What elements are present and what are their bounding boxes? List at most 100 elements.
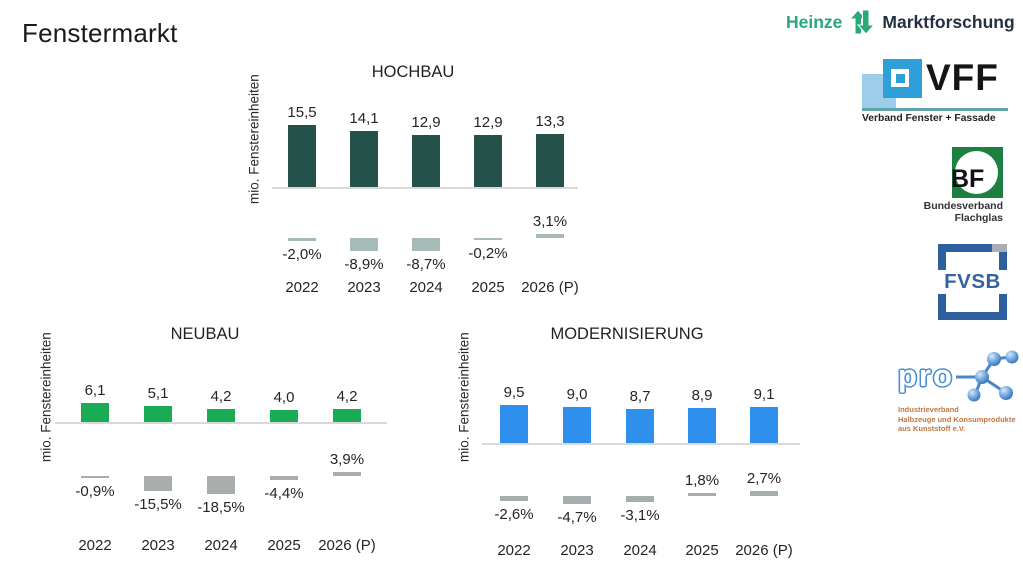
bar-hochbau-2025 bbox=[474, 135, 502, 187]
y-axis-label: mio. Fenstereinheiten bbox=[456, 332, 472, 463]
pct-change-bar bbox=[288, 238, 316, 241]
house-recycle-arrows-icon bbox=[849, 9, 876, 35]
year-label: 2023 bbox=[141, 537, 175, 554]
bar-hochbau-2024 bbox=[412, 135, 440, 187]
year-label: 2026 (P) bbox=[521, 279, 579, 296]
bar-hochbau-2022 bbox=[288, 125, 316, 187]
value-label: 4,2 bbox=[210, 388, 232, 405]
year-label: 2022 bbox=[497, 542, 531, 559]
year-label: 2023 bbox=[347, 279, 381, 296]
value-label: 15,5 bbox=[287, 104, 317, 121]
bar-neubau-2024 bbox=[207, 409, 235, 422]
pct-change-label: 3,9% bbox=[329, 451, 365, 469]
year-label: 2024 bbox=[204, 537, 238, 554]
bf-logo: BF Bundesverband Flachglas bbox=[923, 144, 1005, 224]
year-label: 2026 (P) bbox=[318, 537, 376, 554]
pct-change-bar bbox=[412, 238, 440, 251]
value-label: 5,1 bbox=[147, 385, 169, 402]
prok-wordmark: pro bbox=[898, 358, 954, 393]
prok-molecule-icon bbox=[955, 350, 1019, 402]
heinze-logo-text: Heinze bbox=[786, 11, 843, 32]
pct-change-label: -4,7% bbox=[557, 509, 597, 527]
value-label: 13,3 bbox=[535, 113, 565, 130]
pct-change-bar bbox=[626, 496, 654, 502]
pct-change-label: -8,7% bbox=[406, 255, 446, 273]
x-axis-line bbox=[482, 443, 800, 445]
year-label: 2025 bbox=[267, 537, 301, 554]
chart-title: MODERNISIERUNG bbox=[550, 325, 704, 343]
bf-acronym: BF bbox=[951, 165, 985, 193]
pct-change-label: -0,2% bbox=[468, 244, 508, 262]
pct-change-bar bbox=[750, 491, 778, 496]
chart-hochbau: HOCHBAU mio. Fenstereinheiten 15,5 -2,0% 202… bbox=[245, 55, 590, 310]
pct-change-label: -2,0% bbox=[282, 245, 322, 263]
chart-neubau: NEUBAU mio. Fenstereinheiten 6,1 -0,9% 2022 5… bbox=[25, 315, 393, 575]
pct-change-bar bbox=[563, 496, 591, 505]
bar-hochbau-2026 (P) bbox=[536, 134, 564, 187]
pct-change-bar bbox=[688, 492, 716, 496]
fvsb-logo: FVSB bbox=[938, 244, 1007, 320]
vff-dark-square-icon bbox=[883, 59, 922, 98]
year-label: 2026 (P) bbox=[735, 542, 793, 559]
pct-change-bar bbox=[207, 476, 235, 494]
prok-subtitle: Industrieverband Halbzeuge und Konsumpro… bbox=[898, 405, 1016, 433]
vff-window-icon bbox=[891, 69, 909, 87]
value-label: 12,9 bbox=[473, 114, 503, 131]
bar-neubau-2023 bbox=[144, 406, 172, 422]
pct-change-label: 3,1% bbox=[532, 212, 568, 230]
x-axis-line bbox=[55, 422, 387, 424]
pct-change-bar bbox=[536, 233, 564, 238]
value-label: 12,9 bbox=[411, 114, 441, 131]
heinze-marktforschung-logo: Heinze Marktforschung bbox=[786, 5, 1015, 39]
vff-divider bbox=[862, 108, 1008, 111]
vff-logo: VFF Verband Fenster + Fassade bbox=[860, 57, 1010, 128]
bf-subtitle: Bundesverband Flachglas bbox=[923, 200, 1003, 224]
pct-change-bar bbox=[270, 476, 298, 481]
bar-modernisierung-2024 bbox=[626, 409, 654, 443]
year-label: 2024 bbox=[623, 542, 657, 559]
pct-change-bar bbox=[333, 472, 361, 476]
bar-modernisierung-2025 bbox=[688, 408, 716, 443]
pct-change-label: -4,4% bbox=[264, 485, 304, 503]
pct-change-bar bbox=[500, 496, 528, 501]
value-label: 4,0 bbox=[273, 389, 295, 406]
pct-change-label: -0,9% bbox=[75, 482, 115, 500]
value-label: 8,9 bbox=[691, 387, 713, 404]
bar-neubau-2022 bbox=[81, 403, 109, 422]
value-label: 9,1 bbox=[753, 386, 775, 403]
pct-change-label: -2,6% bbox=[494, 505, 534, 523]
marktforschung-logo-text: Marktforschung bbox=[882, 11, 1015, 32]
chart-title: NEUBAU bbox=[170, 325, 240, 343]
value-label: 9,5 bbox=[503, 384, 525, 401]
year-label: 2022 bbox=[285, 279, 319, 296]
pct-change-label: 2,7% bbox=[746, 470, 782, 488]
fvsb-corner-accent bbox=[992, 244, 1007, 252]
bf-green-square-icon bbox=[952, 147, 1003, 198]
value-label: 9,0 bbox=[566, 386, 588, 403]
year-label: 2025 bbox=[685, 542, 719, 559]
year-label: 2022 bbox=[78, 537, 112, 554]
vff-subtitle: Verband Fenster + Fassade bbox=[862, 113, 996, 124]
value-label: 4,2 bbox=[336, 388, 358, 405]
vff-acronym: VFF bbox=[926, 57, 999, 98]
bar-modernisierung-2026 (P) bbox=[750, 407, 778, 443]
value-label: 14,1 bbox=[349, 110, 379, 127]
pct-change-label: 1,8% bbox=[684, 471, 720, 489]
pct-change-bar bbox=[144, 476, 172, 491]
pct-change-label: -3,1% bbox=[620, 506, 660, 524]
fvsb-acronym: FVSB bbox=[944, 270, 1001, 293]
bf-circle-icon bbox=[955, 151, 998, 194]
prok-logo: pro bbox=[898, 350, 1023, 434]
bar-hochbau-2023 bbox=[350, 131, 378, 187]
y-axis-label: mio. Fenstereinheiten bbox=[246, 74, 262, 205]
chart-modernisierung: MODERNISIERUNG mio. Fenstereinheiten 9,5 -2… bbox=[450, 315, 802, 575]
pct-change-label: -18,5% bbox=[197, 498, 245, 516]
x-axis-line bbox=[272, 187, 578, 189]
y-axis-label: mio. Fenstereinheiten bbox=[38, 332, 54, 463]
pct-change-bar bbox=[474, 238, 502, 240]
year-label: 2024 bbox=[409, 279, 443, 296]
pct-change-bar bbox=[81, 476, 109, 478]
pct-change-label: -15,5% bbox=[134, 495, 182, 513]
value-label: 8,7 bbox=[629, 388, 651, 405]
